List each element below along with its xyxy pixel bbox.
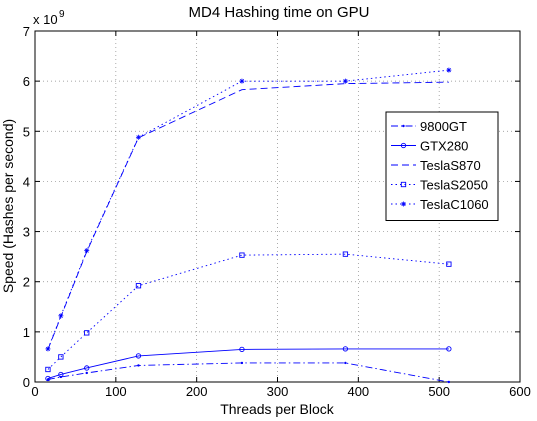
marker-stroke (58, 313, 63, 318)
y-tick-label: 1 (23, 325, 30, 340)
data-point (58, 371, 64, 378)
marker-stroke (446, 68, 451, 73)
data-point (446, 67, 452, 73)
marker-stroke (239, 79, 245, 84)
y-tick-label: 3 (23, 225, 30, 240)
series-teslas2050 (45, 251, 452, 373)
data-point (137, 364, 140, 367)
x-tick-label: 600 (509, 384, 531, 399)
legend-entry: GTX280 (391, 139, 468, 154)
data-point (447, 380, 451, 384)
y-tick-label: 0 (23, 375, 30, 390)
series-lines (45, 67, 452, 384)
data-point (84, 365, 90, 371)
x-tick-label: 0 (31, 384, 38, 399)
data-point (342, 251, 349, 257)
data-point (45, 346, 51, 352)
x-axis-title: Threads per Block (220, 401, 335, 417)
series-line (47, 348, 449, 379)
data-point (240, 361, 244, 365)
y-tick-label: 6 (23, 74, 30, 89)
y-axis-title: Speed (Hashes per second) (0, 119, 16, 293)
data-point (46, 378, 50, 381)
marker-stroke (343, 79, 348, 84)
marker-stroke (136, 135, 141, 140)
data-point (342, 78, 348, 84)
x-tick-label: 500 (428, 384, 450, 399)
y-tick-label: 4 (23, 174, 30, 189)
y-multiplier: x 10 9 (33, 9, 65, 27)
data-point (135, 353, 142, 359)
marker-stroke (45, 346, 51, 351)
legend-label: 9800GT (420, 119, 467, 134)
data-point (84, 248, 90, 254)
data-point (84, 330, 90, 336)
y-tick-label: 7 (23, 24, 30, 39)
y-tick-label: 2 (23, 275, 30, 290)
data-point (239, 78, 245, 84)
data-point (45, 375, 51, 382)
data-point (58, 313, 64, 319)
x-tick-label: 300 (267, 384, 289, 399)
data-point (135, 134, 141, 140)
legend: 9800GT GTX280 TeslaS870 TeslaS2050 TeslaC106… (385, 111, 499, 221)
legend-marker (400, 142, 407, 149)
legend-marker (400, 181, 407, 188)
marker-stroke (401, 201, 406, 207)
data-point (85, 371, 88, 375)
y-multiplier-base: x 10 (33, 12, 58, 27)
legend-marker (401, 201, 406, 207)
legend-label: TeslaS870 (420, 158, 481, 173)
legend-entry: 9800GT (391, 119, 467, 134)
series-line (47, 362, 449, 383)
x-tick-label: 100 (105, 384, 127, 399)
data-point (446, 261, 452, 267)
y-tick-label: 5 (23, 124, 30, 139)
marker-stroke (84, 248, 89, 253)
legend-label: TeslaC1060 (420, 197, 489, 212)
series-teslac1060 (45, 67, 452, 352)
data-point (45, 366, 51, 373)
legend-label: GTX280 (420, 139, 468, 154)
data-point (239, 346, 245, 353)
series-gtx280 (45, 346, 452, 382)
data-point (342, 346, 349, 352)
data-point (135, 283, 142, 289)
y-multiplier-exponent: 9 (59, 9, 65, 20)
data-point (58, 354, 64, 360)
legend-label: TeslaS2050 (420, 178, 488, 193)
data-point (446, 346, 452, 352)
legend-entry: TeslaS870 (391, 158, 481, 173)
series-9800gt (46, 361, 451, 384)
legend-entry: TeslaS2050 (391, 178, 488, 193)
x-tick-label: 200 (186, 384, 208, 399)
legend-marker (402, 124, 405, 128)
x-tick-label: 400 (347, 384, 369, 399)
axis-ticks: 0 100 200 300 400 500 600 0 1 2 3 4 5 6 7 (23, 24, 531, 399)
legend-entry: TeslaC1060 (391, 197, 489, 212)
chart-title: MD4 Hashing time on GPU (189, 4, 370, 21)
series-line (47, 253, 449, 370)
data-point (344, 361, 347, 365)
data-point (239, 252, 245, 258)
